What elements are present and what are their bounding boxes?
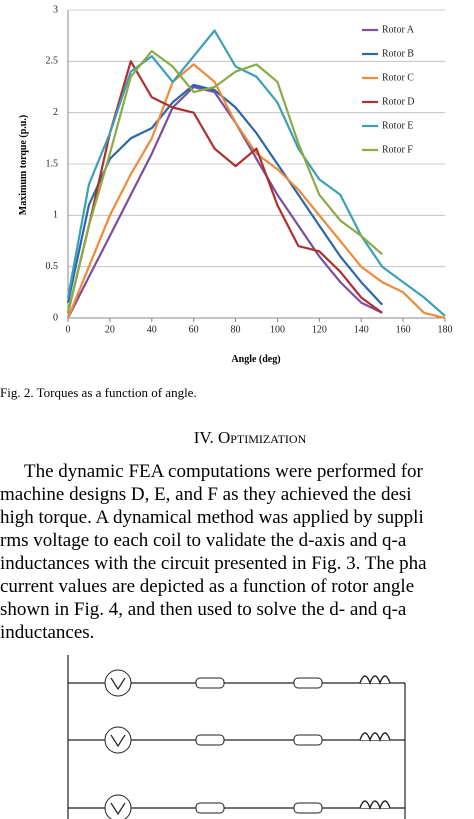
legend-label: Rotor B — [382, 48, 414, 59]
x-tick-label: 60 — [189, 324, 199, 335]
paragraph-line: rms voltage to each coil to validate the… — [0, 530, 407, 551]
paragraph-line: inductances with the circuit presented i… — [0, 553, 427, 574]
x-tick-label: 80 — [231, 324, 241, 335]
resistor — [293, 677, 323, 689]
section-heading: IV. Optimization — [194, 428, 307, 447]
inductor — [359, 800, 391, 811]
series-line — [66, 83, 384, 306]
x-tick-label: 0 — [66, 324, 71, 335]
legend-label: Rotor E — [382, 120, 413, 131]
x-tick-label: 120 — [312, 324, 327, 335]
source-symbol — [110, 734, 126, 748]
resistor — [195, 734, 225, 746]
series-line — [66, 50, 383, 314]
paragraph-line: shown in Fig. 4, and then used to solve … — [0, 599, 407, 620]
paragraph-line: high torque. A dynamical method was appl… — [0, 507, 424, 528]
legend-label: Rotor F — [382, 144, 413, 155]
x-tick-label: 100 — [270, 324, 285, 335]
x-axis-title: Angle (deg) — [231, 354, 280, 365]
y-tick-label: 3 — [53, 4, 58, 15]
series-line — [66, 29, 446, 317]
y-tick-label: 0 — [53, 312, 58, 323]
source-symbol — [110, 677, 126, 691]
x-tick-label: 20 — [105, 324, 115, 335]
x-tick-label: 180 — [438, 324, 453, 335]
inductor — [359, 675, 391, 686]
x-tick-label: 40 — [147, 324, 157, 335]
y-tick-label: 2.5 — [46, 56, 59, 67]
y-tick-label: 0.5 — [46, 261, 59, 272]
y-axis-title: Maximum torque (p.u.) — [18, 115, 29, 215]
y-tick-label: 1 — [53, 210, 58, 221]
legend-label: Rotor C — [382, 72, 414, 83]
series-line — [66, 63, 446, 320]
legend-label: Rotor D — [382, 96, 415, 107]
x-tick-label: 160 — [396, 324, 411, 335]
paragraph-line: The dynamic FEA computations were perfor… — [24, 461, 424, 482]
paragraph-line: current values are depicted as a functio… — [0, 576, 414, 597]
paragraph-line: machine designs D, E, and F as they achi… — [0, 484, 412, 505]
figure-caption: Fig. 2. Torques as a function of angle. — [0, 385, 197, 400]
voltage-source — [104, 794, 132, 819]
voltage-source — [104, 669, 132, 697]
circuit-diagram — [67, 655, 406, 819]
resistor — [293, 734, 323, 746]
x-tick-label: 140 — [354, 324, 369, 335]
inductor — [359, 732, 391, 743]
paragraph: The dynamic FEA computations were perfor… — [0, 461, 427, 643]
y-tick-label: 1.5 — [46, 158, 59, 169]
paragraph-line: inductances. — [0, 622, 94, 643]
voltage-source — [104, 726, 132, 754]
resistor — [293, 802, 323, 814]
resistor — [195, 677, 225, 689]
source-symbol — [110, 802, 126, 816]
series-line — [66, 60, 383, 314]
y-tick-label: 2 — [53, 107, 58, 118]
legend-label: Rotor A — [382, 24, 415, 35]
resistor — [195, 802, 225, 814]
series-line — [67, 85, 383, 319]
